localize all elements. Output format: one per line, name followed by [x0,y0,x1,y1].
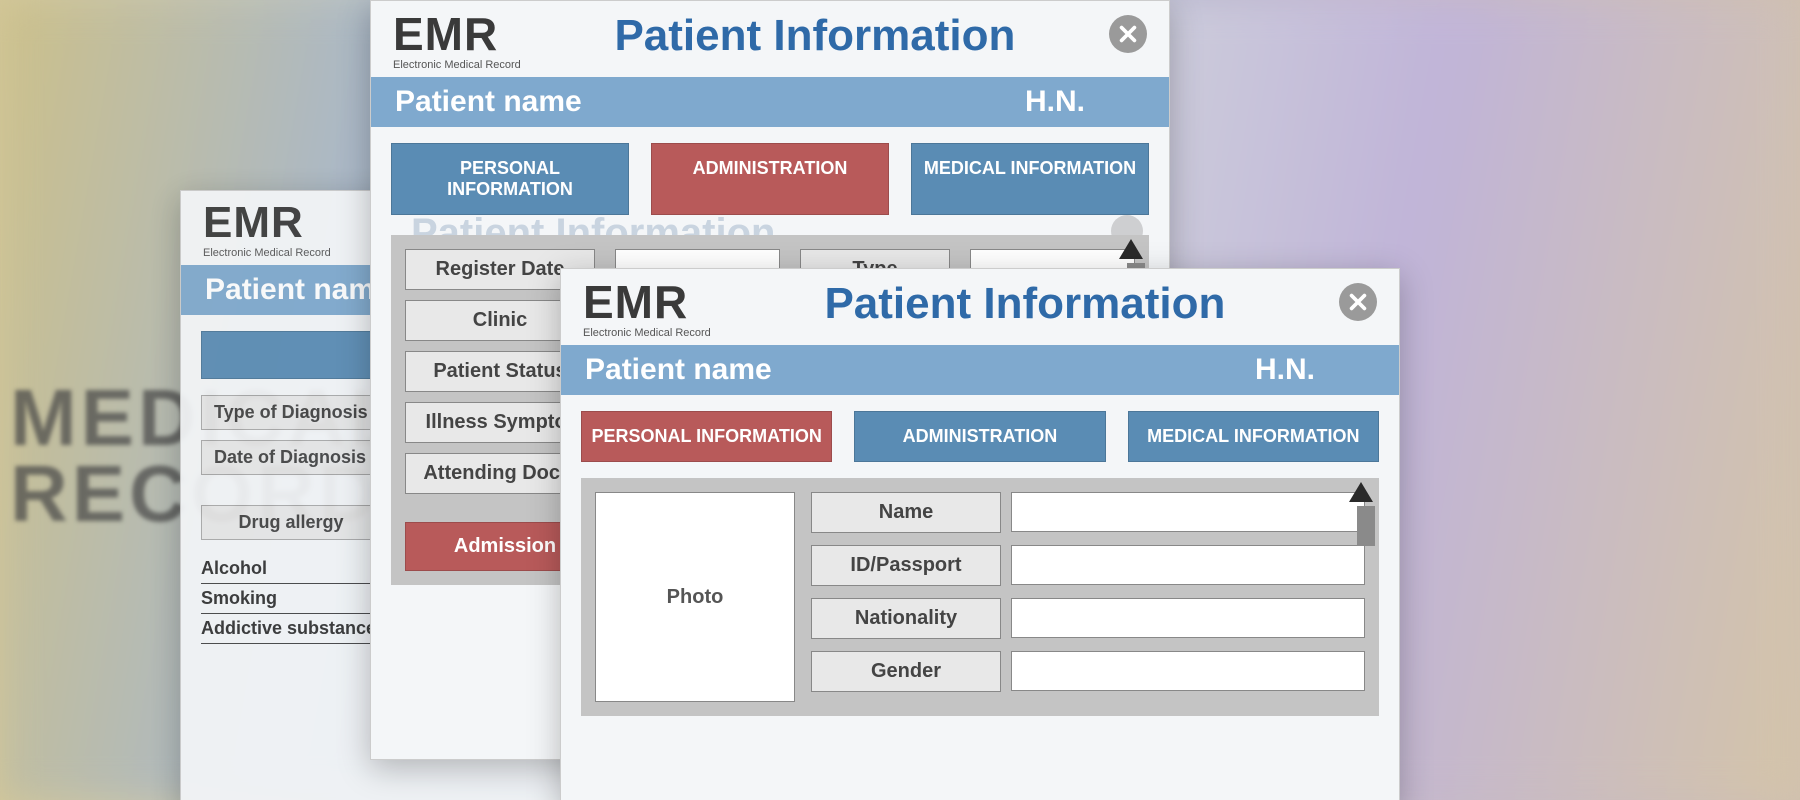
label-id-passport: ID/Passport [811,545,1001,586]
close-icon [1117,23,1139,45]
logo-subtitle: Electronic Medical Record [583,327,711,339]
logo-subtitle: Electronic Medical Record [393,59,521,71]
scroll-up-icon[interactable] [1349,482,1373,502]
input-gender[interactable] [1011,651,1365,691]
hn-label: H.N. [1255,353,1375,387]
photo-placeholder[interactable]: Photo [595,492,795,702]
tab-administration[interactable]: ADMINISTRATION [854,411,1105,462]
logo-subtitle: Electronic Medical Record [203,247,331,259]
patient-name-label: Patient name [205,273,392,307]
patient-name-label: Patient name [395,85,582,119]
window-title: Patient Information [711,279,1339,329]
input-name[interactable] [1011,492,1365,532]
logo-text: EMR [583,279,711,325]
scroll-up-icon[interactable] [1119,239,1143,259]
patient-name-bar: Patient name H.N. [561,345,1399,395]
close-icon [1347,291,1369,313]
hn-label: H.N. [1025,85,1145,119]
field-drug-allergy: Drug allergy [201,505,381,540]
close-button[interactable] [1109,15,1147,53]
logo-text: EMR [393,11,521,57]
tab-administration[interactable]: ADMINISTRATION [651,143,889,215]
window-title: Patient Information [521,11,1109,61]
tab-medical-information[interactable]: MEDICAL INFORMATION [911,143,1149,215]
scrollbar[interactable] [1357,506,1375,546]
close-button[interactable] [1339,283,1377,321]
input-id-passport[interactable] [1011,545,1365,585]
patient-name-label: Patient name [585,353,772,387]
personal-form-area: Photo Name ID/Passport Nationality Gende… [581,478,1379,716]
emr-window-front: EMR Electronic Medical Record Patient In… [560,268,1400,800]
tab-personal-information[interactable]: PERSONAL INFORMATION [391,143,629,215]
tab-medical-information[interactable]: MEDICAL INFORMATION [1128,411,1379,462]
label-name: Name [811,492,1001,533]
logo-text: EMR [203,201,331,245]
tab-personal-information[interactable]: PERSONAL INFORMATION [581,411,832,462]
patient-name-bar: Patient name H.N. [371,77,1169,127]
label-nationality: Nationality [811,598,1001,639]
input-nationality[interactable] [1011,598,1365,638]
label-gender: Gender [811,651,1001,692]
